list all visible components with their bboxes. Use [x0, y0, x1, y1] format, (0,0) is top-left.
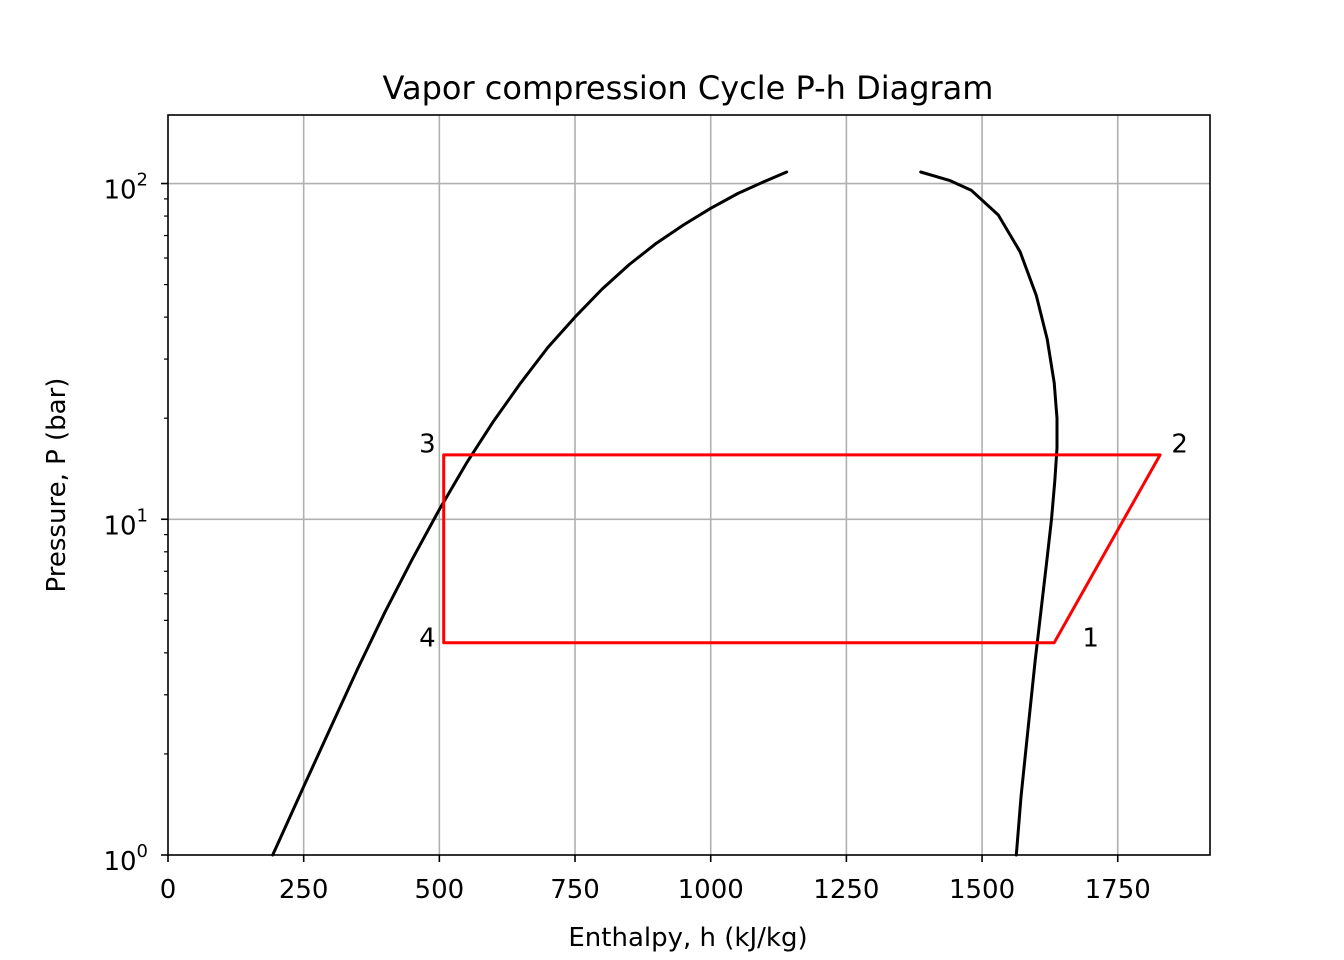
y-tick-label: 100	[103, 841, 148, 877]
x-axis-label: Enthalpy, h (kJ/kg)	[568, 923, 807, 953]
state-point-label: 1	[1082, 623, 1099, 653]
cycle	[442, 453, 1162, 645]
x-tick-label: 1750	[1085, 875, 1151, 905]
saturated-liquid-line	[271, 170, 789, 857]
x-tick-label: 1250	[813, 875, 879, 905]
x-tick-label: 0	[160, 875, 177, 905]
y-axis-label: Pressure, P (bar)	[42, 378, 72, 593]
chart-title: Vapor compression Cycle P-h Diagram	[383, 69, 994, 107]
saturated-vapor-line	[919, 170, 1059, 857]
state-point-label: 2	[1171, 430, 1188, 460]
x-tick-label: 1000	[678, 875, 744, 905]
y-tick-label: 101	[103, 505, 148, 541]
x-tick-label: 1500	[949, 875, 1015, 905]
grid-lines	[168, 115, 1210, 855]
point-labels: 1 2 3 4	[419, 430, 1188, 654]
x-tick-label: 250	[279, 875, 329, 905]
plot-frame	[167, 114, 1211, 856]
x-tick-label: 750	[550, 875, 600, 905]
y-tick-label: 102	[103, 170, 148, 206]
x-tick-label: 500	[415, 875, 465, 905]
x-axis-ticks: 0 250 500 750 1000 1250 1500 1750	[160, 855, 1151, 905]
y-axis-ticks: 100 101 102	[103, 170, 168, 877]
state-point-label: 4	[419, 623, 436, 653]
series-layer	[271, 170, 1162, 857]
state-point-label: 3	[419, 430, 436, 460]
